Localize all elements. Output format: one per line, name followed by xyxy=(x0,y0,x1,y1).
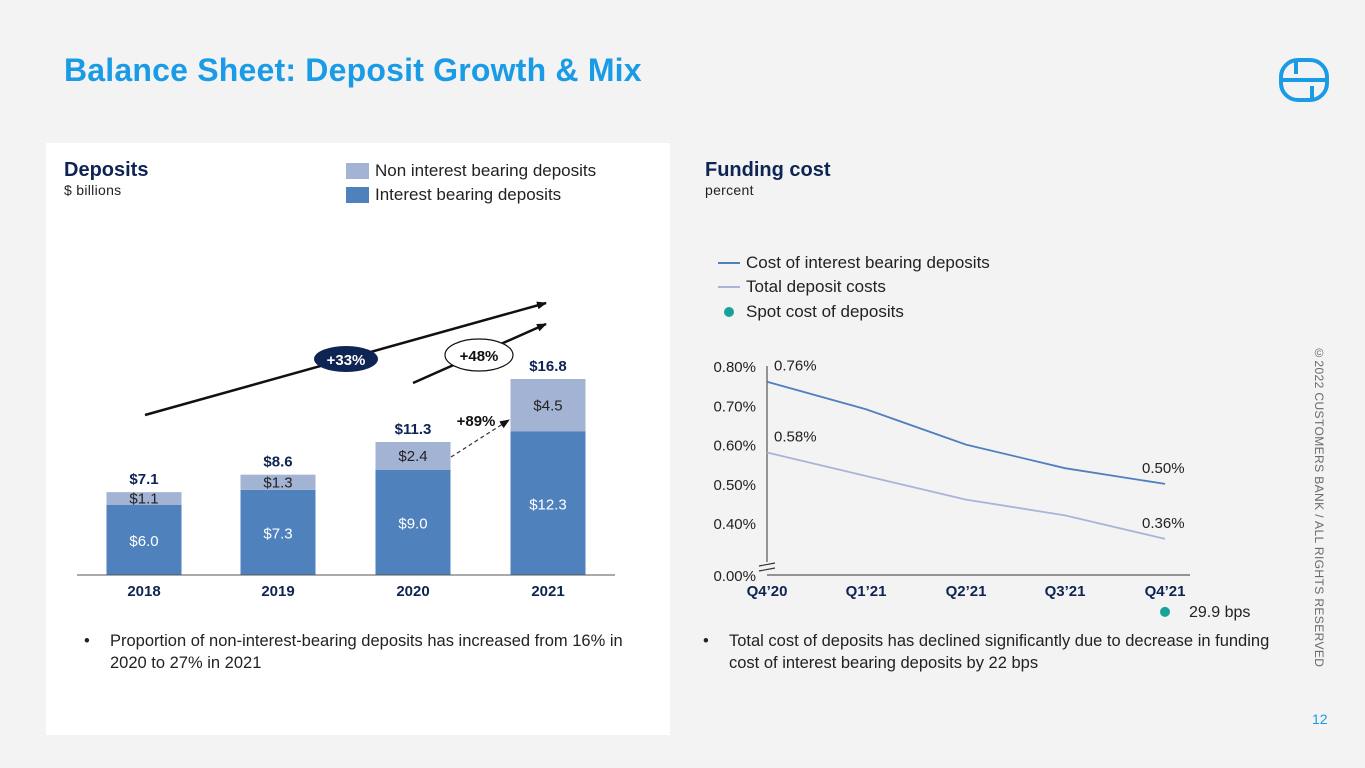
bar-label-interest-2020: $9.0 xyxy=(398,516,427,533)
legend-line-cost-interest xyxy=(718,262,740,264)
growth-badge-2021 xyxy=(444,338,514,372)
legend-dot-spot-cost xyxy=(724,307,734,317)
legend-line-total-cost xyxy=(718,286,740,288)
deposits-title: Deposits xyxy=(64,159,149,181)
legend-total-cost: Total deposit costs xyxy=(718,277,886,297)
bar-label-non-interest-2020: $2.4 xyxy=(398,448,427,465)
funding-cost-title: Funding cost xyxy=(705,159,831,181)
bar-non-interest-2020 xyxy=(375,442,451,470)
growth-label-2021: +48% xyxy=(460,348,499,365)
x-tick-label-2021: 2021 xyxy=(531,583,564,600)
brand-logo-icon xyxy=(1279,58,1329,102)
legend-swatch-non-interest xyxy=(346,163,369,179)
bar-non-interest-2018 xyxy=(106,492,182,505)
bar-interest-2019 xyxy=(240,489,316,575)
deposits-subtitle: $ billions xyxy=(64,182,122,198)
bar-interest-2021 xyxy=(510,431,586,575)
bar-label-non-interest-2018: $1.1 xyxy=(129,491,158,508)
page-title: Balance Sheet: Deposit Growth & Mix xyxy=(64,52,642,88)
legend-label: Cost of interest bearing deposits xyxy=(746,253,990,272)
bar-label-non-interest-2019: $1.3 xyxy=(263,474,292,491)
funding-cost-subtitle: percent xyxy=(705,182,754,198)
growth-label-non-interest: +89% xyxy=(457,413,496,430)
x-tick-label-2018: 2018 xyxy=(127,583,160,600)
legend-swatch-interest xyxy=(346,187,369,203)
legend-spot-cost: Spot cost of deposits xyxy=(718,302,904,322)
bar-total-label-2021: $16.8 xyxy=(529,358,567,375)
bar-non-interest-2021 xyxy=(510,379,586,432)
bar-label-interest-2021: $12.3 xyxy=(529,496,567,513)
bar-label-interest-2018: $6.0 xyxy=(129,533,158,550)
x-tick-label-2019: 2019 xyxy=(261,583,294,600)
bar-label-non-interest-2021: $4.5 xyxy=(533,397,562,414)
legend-label: Interest bearing deposits xyxy=(375,185,562,204)
bar-interest-2018 xyxy=(106,505,182,575)
bullet-mark: • xyxy=(703,632,709,650)
legend-cost-interest: Cost of interest bearing deposits xyxy=(718,253,990,273)
legend-label: Total deposit costs xyxy=(746,277,886,296)
bar-total-label-2018: $7.1 xyxy=(129,471,158,488)
growth-badge-total xyxy=(314,346,378,372)
growth-label-total: +33% xyxy=(327,352,366,369)
bar-total-label-2019: $8.6 xyxy=(263,454,292,471)
deposits-bullet: • Proportion of non-interest-bearing dep… xyxy=(84,630,624,674)
bar-non-interest-2019 xyxy=(240,474,316,490)
page-number: 12 xyxy=(1312,711,1328,727)
bar-interest-2020 xyxy=(375,470,451,575)
legend-label: Non interest bearing deposits xyxy=(375,161,597,180)
growth-arrow-non-interest xyxy=(450,419,510,458)
legend-interest: Interest bearing deposits xyxy=(346,185,561,205)
legend-label: Spot cost of deposits xyxy=(746,302,904,321)
bar-total-label-2020: $11.3 xyxy=(395,421,432,438)
funding-cost-bullet: • Total cost of deposits has declined si… xyxy=(703,630,1283,674)
bullet-mark: • xyxy=(84,632,90,650)
copyright-notice: ©2022 CUSTOMERS BANK / ALL RIGHTS RESERV… xyxy=(1312,346,1326,668)
bullet-text: Total cost of deposits has declined sign… xyxy=(729,632,1270,672)
legend-non-interest: Non interest bearing deposits xyxy=(346,161,596,181)
x-tick-label-2020: 2020 xyxy=(396,583,429,600)
bar-label-interest-2019: $7.3 xyxy=(263,525,292,542)
bullet-text: Proportion of non-interest-bearing depos… xyxy=(110,632,623,672)
